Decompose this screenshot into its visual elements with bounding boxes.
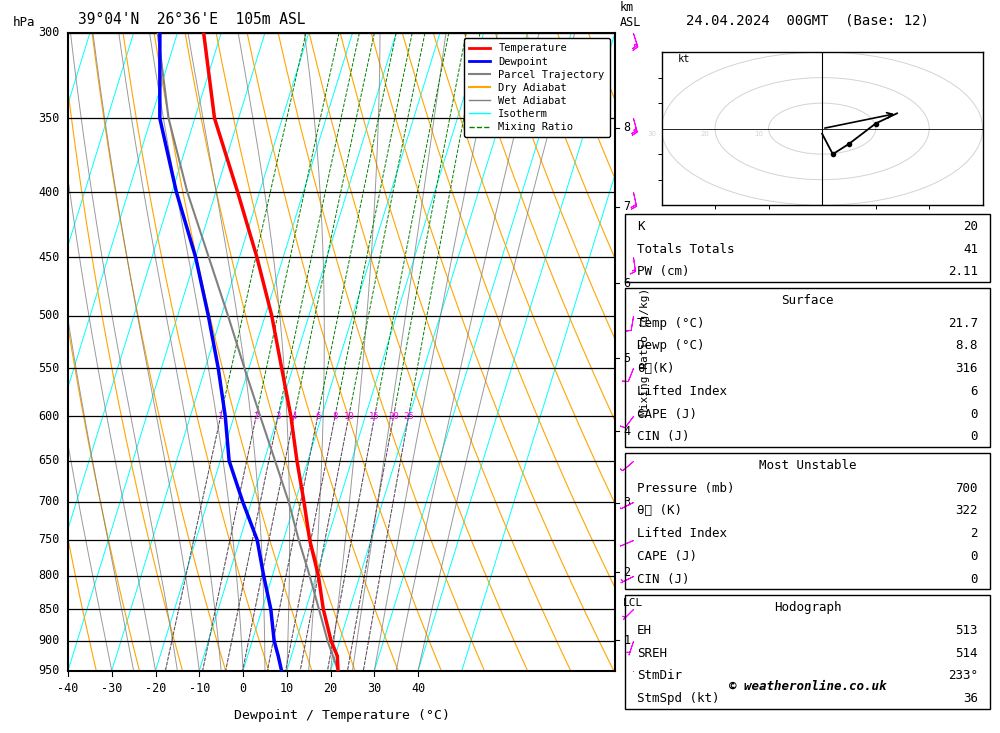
Text: 2: 2 — [970, 527, 978, 540]
Text: © weatheronline.co.uk: © weatheronline.co.uk — [729, 679, 886, 693]
Text: Surface: Surface — [781, 294, 834, 307]
Text: 10: 10 — [754, 130, 763, 137]
Text: 20: 20 — [963, 220, 978, 233]
Text: Lifted Index: Lifted Index — [637, 527, 727, 540]
Text: 700: 700 — [956, 482, 978, 495]
Text: 233°: 233° — [948, 669, 978, 682]
Text: 400: 400 — [38, 185, 60, 199]
Text: kt: kt — [678, 54, 690, 65]
Text: 316: 316 — [956, 362, 978, 375]
Text: hPa: hPa — [13, 16, 36, 29]
Text: 650: 650 — [38, 454, 60, 467]
Text: 8.8: 8.8 — [956, 339, 978, 353]
Text: -30: -30 — [101, 682, 122, 695]
Text: CIN (J): CIN (J) — [637, 572, 690, 586]
Text: 6: 6 — [970, 385, 978, 398]
Text: 550: 550 — [38, 362, 60, 375]
Text: Pressure (mb): Pressure (mb) — [637, 482, 734, 495]
Text: 2.11: 2.11 — [948, 265, 978, 279]
Text: 41: 41 — [963, 243, 978, 256]
Text: 30: 30 — [647, 130, 656, 137]
Legend: Temperature, Dewpoint, Parcel Trajectory, Dry Adiabat, Wet Adiabat, Isotherm, Mi: Temperature, Dewpoint, Parcel Trajectory… — [464, 38, 610, 137]
Text: 24.04.2024  00GMT  (Base: 12): 24.04.2024 00GMT (Base: 12) — [686, 13, 929, 27]
Text: 20: 20 — [388, 412, 399, 421]
Text: CAPE (J): CAPE (J) — [637, 408, 697, 421]
Text: Dewp (°C): Dewp (°C) — [637, 339, 704, 353]
Text: CIN (J): CIN (J) — [637, 430, 690, 443]
Text: Mixing Ratio (g/kg): Mixing Ratio (g/kg) — [640, 288, 650, 416]
Text: Most Unstable: Most Unstable — [759, 459, 856, 472]
Text: K: K — [637, 220, 644, 233]
Text: 950: 950 — [38, 664, 60, 677]
Text: PW (cm): PW (cm) — [637, 265, 690, 279]
Text: Temp (°C): Temp (°C) — [637, 317, 704, 330]
Text: 5: 5 — [623, 352, 630, 365]
Text: 500: 500 — [38, 309, 60, 322]
Text: 513: 513 — [956, 624, 978, 637]
Text: SREH: SREH — [637, 647, 667, 660]
Text: 0: 0 — [970, 550, 978, 563]
Text: 7: 7 — [623, 200, 630, 213]
Text: 20: 20 — [701, 130, 710, 137]
Text: 40: 40 — [411, 682, 425, 695]
Text: 6: 6 — [315, 412, 320, 421]
Text: 750: 750 — [38, 534, 60, 546]
Text: 4: 4 — [291, 412, 297, 421]
Text: 300: 300 — [38, 26, 60, 40]
Text: 39°04'N  26°36'E  105m ASL: 39°04'N 26°36'E 105m ASL — [78, 12, 306, 27]
Text: 30: 30 — [367, 682, 381, 695]
Text: 20: 20 — [323, 682, 338, 695]
Text: -20: -20 — [145, 682, 166, 695]
Text: 2: 2 — [253, 412, 259, 421]
Text: 800: 800 — [38, 569, 60, 582]
Text: 0: 0 — [970, 408, 978, 421]
Text: 3: 3 — [275, 412, 281, 421]
Text: km
ASL: km ASL — [620, 1, 641, 29]
Text: 36: 36 — [963, 692, 978, 705]
Text: StmDir: StmDir — [637, 669, 682, 682]
Text: 8: 8 — [332, 412, 338, 421]
Text: 1: 1 — [623, 633, 630, 647]
Text: 4: 4 — [623, 425, 630, 438]
Text: 1: 1 — [218, 412, 223, 421]
Text: 0: 0 — [970, 572, 978, 586]
Text: 25: 25 — [403, 412, 414, 421]
Text: 700: 700 — [38, 496, 60, 508]
Text: 450: 450 — [38, 251, 60, 264]
Text: CAPE (J): CAPE (J) — [637, 550, 697, 563]
Text: 10: 10 — [343, 412, 354, 421]
Text: 322: 322 — [956, 504, 978, 517]
Text: Hodograph: Hodograph — [774, 601, 841, 614]
Text: 3: 3 — [623, 496, 630, 509]
Text: 15: 15 — [369, 412, 380, 421]
Text: 900: 900 — [38, 634, 60, 647]
Text: 10: 10 — [280, 682, 294, 695]
Text: Totals Totals: Totals Totals — [637, 243, 734, 256]
Text: -40: -40 — [57, 682, 79, 695]
Text: θᴇ(K): θᴇ(K) — [637, 362, 674, 375]
Text: -10: -10 — [189, 682, 210, 695]
Text: 514: 514 — [956, 647, 978, 660]
Text: 600: 600 — [38, 410, 60, 423]
Text: 0: 0 — [970, 430, 978, 443]
Text: 2: 2 — [623, 566, 630, 578]
Text: θᴇ (K): θᴇ (K) — [637, 504, 682, 517]
Text: 6: 6 — [623, 277, 630, 290]
Text: Lifted Index: Lifted Index — [637, 385, 727, 398]
Text: EH: EH — [637, 624, 652, 637]
Text: StmSpd (kt): StmSpd (kt) — [637, 692, 720, 705]
Text: 21.7: 21.7 — [948, 317, 978, 330]
Text: 0: 0 — [239, 682, 247, 695]
Text: 350: 350 — [38, 111, 60, 125]
Text: LCL: LCL — [623, 597, 643, 608]
Text: 850: 850 — [38, 603, 60, 616]
Text: 8: 8 — [623, 121, 630, 134]
Text: Dewpoint / Temperature (°C): Dewpoint / Temperature (°C) — [234, 709, 450, 722]
